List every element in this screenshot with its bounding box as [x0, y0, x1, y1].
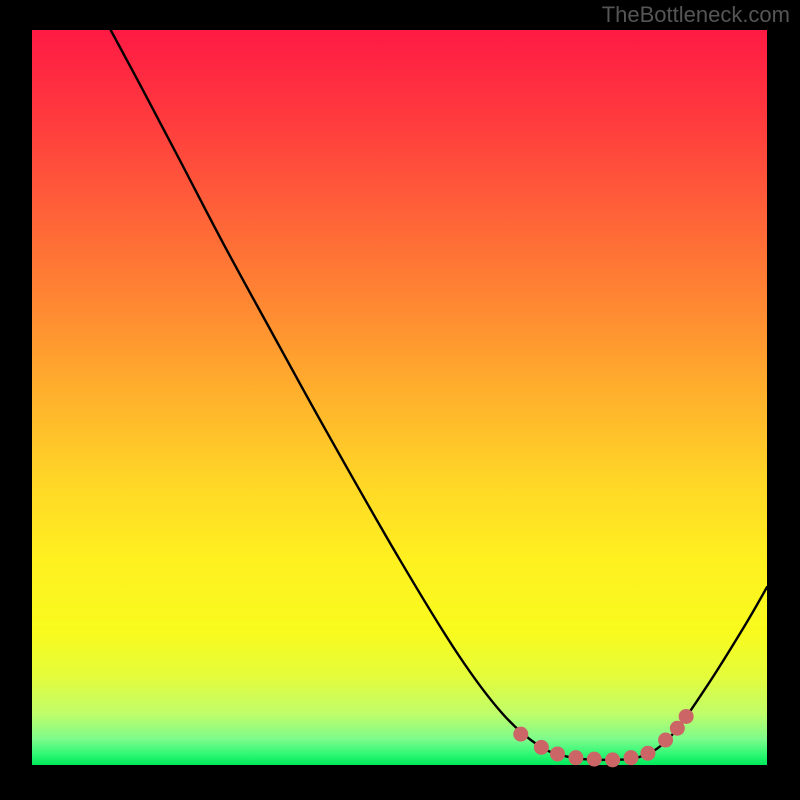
- marker-dot: [534, 740, 549, 755]
- plot-background: [32, 30, 767, 765]
- marker-dot: [568, 750, 583, 765]
- marker-dot: [640, 746, 655, 761]
- marker-dot: [513, 727, 528, 742]
- marker-dot: [587, 752, 602, 767]
- chart-canvas: TheBottleneck.com: [0, 0, 800, 800]
- marker-dot: [658, 733, 673, 748]
- watermark-text: TheBottleneck.com: [602, 2, 790, 28]
- bottleneck-plot: [0, 0, 800, 800]
- marker-dot: [624, 750, 639, 765]
- marker-dot: [679, 709, 694, 724]
- marker-dot: [605, 752, 620, 767]
- marker-dot: [550, 746, 565, 761]
